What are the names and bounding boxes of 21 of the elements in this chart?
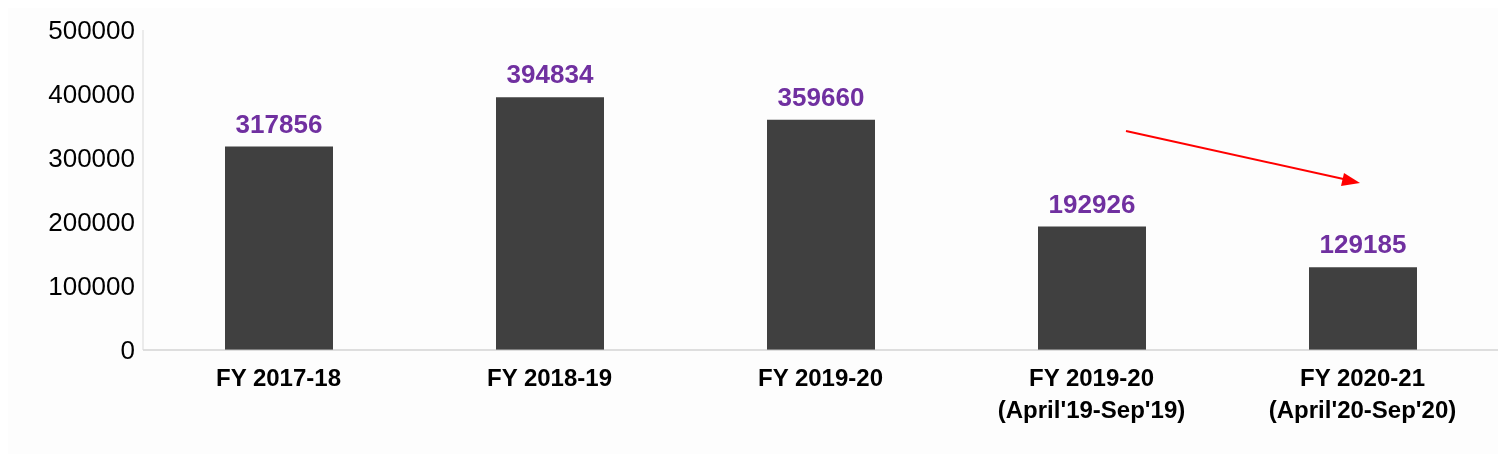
- y-tick-label: 300000: [48, 143, 135, 174]
- data-label: 317856: [235, 108, 323, 139]
- y-tick-label: 100000: [48, 271, 135, 302]
- x-tick-label: FY 2020-21 (April'20-Sep'20): [1268, 364, 1457, 423]
- bar: [1309, 267, 1417, 350]
- data-label: 359660: [777, 81, 865, 112]
- x-tick-label: FY 2019-20: [758, 364, 883, 391]
- y-tick-label: 200000: [48, 207, 135, 238]
- bar: [225, 146, 333, 350]
- x-tick-label: FY 2018-19: [487, 364, 612, 391]
- x-tick-label: FY 2017-18: [216, 364, 341, 391]
- bar: [496, 97, 604, 350]
- y-tick-label: 0: [120, 335, 135, 366]
- y-tick-label: 400000: [48, 79, 135, 110]
- data-label: 394834: [506, 59, 594, 90]
- bar: [767, 119, 875, 350]
- bar: [1038, 226, 1146, 350]
- data-label: 129185: [1319, 229, 1407, 260]
- y-tick-label: 500000: [48, 15, 135, 46]
- data-label: 192926: [1048, 188, 1136, 219]
- x-tick-label: FY 2019-20 (April'19-Sep'19): [997, 364, 1186, 423]
